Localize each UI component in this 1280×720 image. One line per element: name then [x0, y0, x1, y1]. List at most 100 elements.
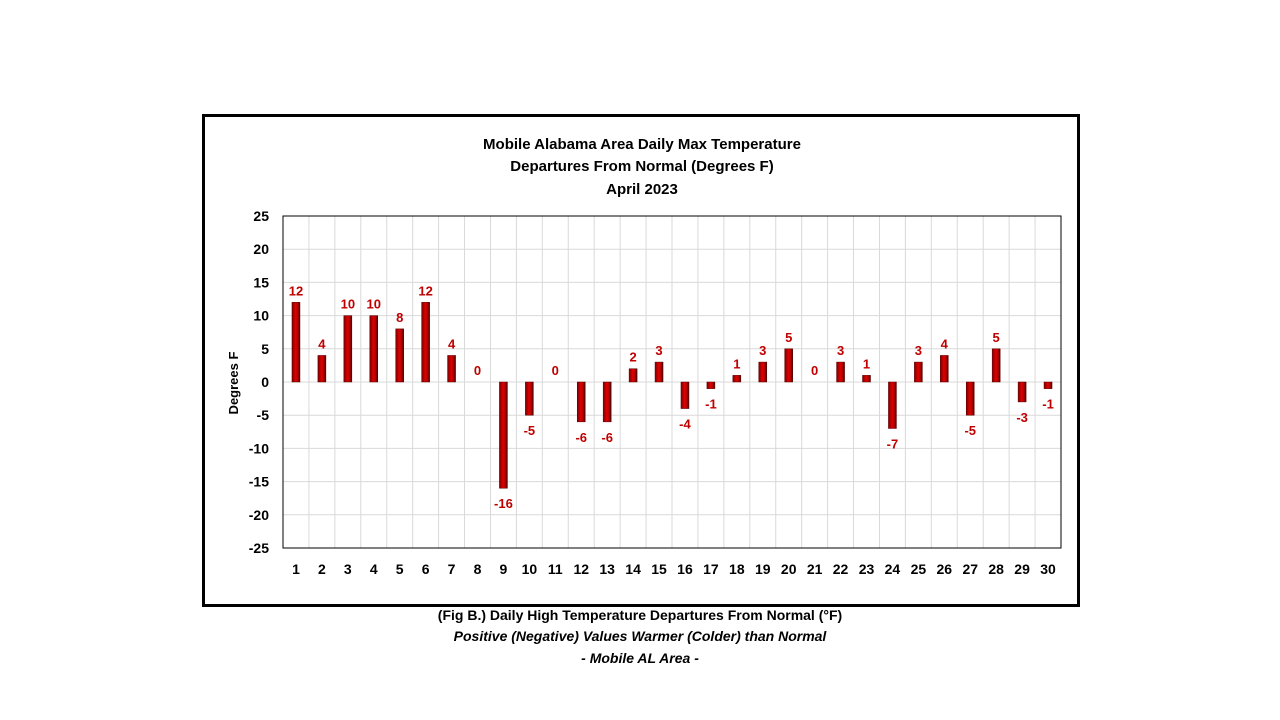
bar [888, 381, 897, 429]
chart-title-line-3: April 2023 [606, 181, 678, 198]
data-label: -16 [494, 496, 513, 511]
x-tick-label: 13 [599, 561, 615, 577]
data-label: -6 [601, 430, 613, 445]
data-label: 12 [289, 283, 303, 298]
y-tick-label: -10 [249, 440, 269, 456]
data-label: -1 [1042, 397, 1054, 412]
y-tick-label: 0 [261, 374, 269, 390]
bar [395, 328, 404, 383]
x-tick-label: 25 [911, 561, 927, 577]
y-tick-labels: 25 20 15 10 5 0 -5 -10 -15 -20 -25 [249, 208, 269, 556]
data-label: 0 [811, 363, 818, 378]
bar [940, 355, 949, 383]
x-tick-label: 1 [292, 561, 300, 577]
x-tick-label: 6 [422, 561, 430, 577]
data-label: 2 [629, 350, 636, 365]
bar [706, 381, 716, 389]
y-tick-label: -25 [249, 540, 269, 556]
bar [784, 348, 793, 383]
bar [1043, 381, 1053, 389]
x-tick-label: 15 [651, 561, 667, 577]
x-tick-label: 23 [859, 561, 875, 577]
x-tick-label: 4 [370, 561, 378, 577]
data-label: 3 [915, 343, 922, 358]
data-label: -1 [705, 397, 717, 412]
bar [291, 302, 301, 383]
bar [628, 368, 638, 383]
bar [447, 355, 456, 383]
data-label: 4 [318, 336, 326, 351]
y-tick-label: 5 [261, 341, 269, 357]
y-tick-label: -15 [249, 474, 269, 490]
data-label: -5 [524, 423, 536, 438]
x-tick-label: 26 [937, 561, 953, 577]
data-label: 1 [863, 356, 870, 371]
x-tick-label: 22 [833, 561, 849, 577]
data-label: 10 [341, 297, 355, 312]
y-tick-label: 25 [253, 208, 269, 224]
data-label: 10 [367, 297, 381, 312]
bar [862, 375, 871, 383]
y-tick-label: 15 [253, 274, 269, 290]
x-tick-label: 18 [729, 561, 745, 577]
x-tick-label: 20 [781, 561, 797, 577]
data-label: -4 [679, 417, 691, 432]
bar [499, 381, 508, 489]
bar [602, 381, 612, 423]
x-tick-label: 9 [500, 561, 508, 577]
bar [680, 381, 690, 409]
y-tick-label: -20 [249, 507, 269, 523]
data-label: 12 [418, 283, 432, 298]
bar [369, 315, 379, 383]
x-tick-label: 16 [677, 561, 693, 577]
x-tick-label: 10 [522, 561, 538, 577]
data-label: 0 [474, 363, 481, 378]
bar [576, 381, 586, 423]
chart-title-line-1: Mobile Alabama Area Daily Max Temperatur… [483, 136, 801, 153]
data-label: -3 [1016, 410, 1028, 425]
bar-chart: Mobile Alabama Area Daily Max Temperatur… [226, 136, 1062, 577]
x-tick-label: 12 [573, 561, 589, 577]
plot-area-border [282, 215, 1062, 549]
bar [914, 361, 923, 383]
x-tick-label: 2 [318, 561, 326, 577]
bar [525, 381, 534, 416]
x-tick-label: 7 [448, 561, 456, 577]
x-tick-label: 5 [396, 561, 404, 577]
bar [317, 355, 327, 383]
data-label: -7 [887, 436, 899, 451]
y-tick-label: -5 [257, 407, 270, 423]
data-labels: 12 4 10 10 8 12 4 0 -16 -5 0 -6 -6 2 3 -4 -1 1 3 5 0 3 1 -7 3 4 -5… [289, 283, 1054, 511]
data-label: 3 [655, 343, 662, 358]
bar [654, 361, 664, 383]
bar [965, 381, 975, 416]
data-label: 4 [448, 336, 456, 351]
x-tick-label: 29 [1014, 561, 1030, 577]
x-tick-label: 27 [962, 561, 978, 577]
chart-frame: Mobile Alabama Area Daily Max Temperatur… [202, 114, 1080, 607]
bar [343, 315, 353, 383]
data-label: -6 [575, 430, 587, 445]
data-label: 3 [759, 343, 766, 358]
x-tick-label: 8 [474, 561, 482, 577]
data-label: 1 [733, 356, 740, 371]
x-tick-labels: 1 2 3 4 5 6 7 8 9 10 11 12 13 14 15 16 17 18 19 20 21 22 23 24 2… [292, 561, 1056, 577]
bar [1017, 381, 1027, 403]
x-tick-label: 19 [755, 561, 771, 577]
figure-caption-line-2: Positive (Negative) Values Warmer (Colde… [453, 628, 827, 644]
data-label: 8 [396, 310, 403, 325]
data-label: 4 [941, 336, 949, 351]
bars [291, 302, 1053, 489]
bar [836, 361, 845, 383]
bar [732, 375, 742, 383]
y-tick-label: 20 [253, 241, 269, 257]
x-tick-label: 28 [988, 561, 1004, 577]
x-tick-label: 11 [548, 561, 563, 577]
data-label: 0 [552, 363, 559, 378]
x-tick-label: 14 [625, 561, 641, 577]
y-axis-label: Degrees F [226, 352, 241, 415]
figure-caption-line-3: - Mobile AL Area - [581, 650, 699, 666]
data-label: -5 [964, 423, 976, 438]
x-tick-label: 21 [807, 561, 823, 577]
x-tick-label: 17 [703, 561, 719, 577]
